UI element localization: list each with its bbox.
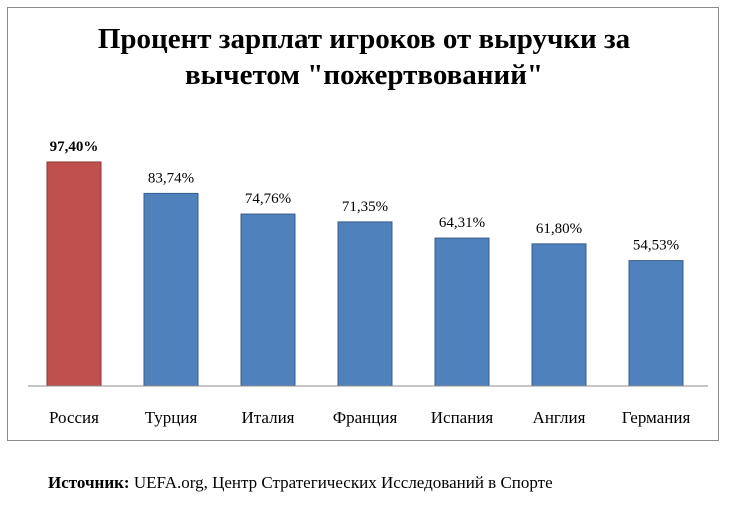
category-label-4: Франция	[333, 408, 398, 427]
bar-6	[531, 243, 587, 387]
category-label-3: Италия	[241, 408, 294, 427]
bar-5	[434, 237, 490, 387]
bar-group: 97,40% Россия 83,74% Турция 74,76% Италия 71,3…	[46, 139, 691, 427]
chart-title-line-1: Процент зарплат игроков от выручки за	[98, 23, 631, 55]
category-label-5: Испания	[431, 408, 494, 427]
chart-title-line-2: вычетом "пожертвований"	[185, 59, 543, 91]
category-label-1: Россия	[49, 408, 99, 427]
bar-3	[240, 213, 296, 387]
chart-frame: Процент зарплат игроков от выручки за вы…	[7, 7, 719, 441]
bar-7	[628, 260, 684, 387]
bar-2	[143, 192, 199, 387]
value-label-5: 64,31%	[439, 215, 485, 231]
value-label-2: 83,74%	[148, 170, 194, 186]
value-label-1: 97,40%	[50, 139, 99, 155]
category-label-7: Германия	[622, 408, 691, 427]
bar-4	[337, 221, 393, 387]
source-note: Источник: UEFA.org, Центр Стратегических…	[48, 473, 553, 493]
source-text: UEFA.org, Центр Стратегических Исследова…	[133, 473, 553, 492]
bar-1	[46, 161, 102, 387]
source-label: Источник:	[48, 473, 130, 492]
bar-chart: Процент зарплат игроков от выручки за вы…	[28, 23, 708, 427]
value-label-3: 74,76%	[245, 191, 291, 207]
value-label-7: 54,53%	[633, 238, 679, 254]
category-label-2: Турция	[145, 408, 198, 427]
value-label-4: 71,35%	[342, 199, 388, 215]
value-label-6: 61,80%	[536, 221, 582, 237]
category-label-6: Англия	[533, 408, 586, 427]
